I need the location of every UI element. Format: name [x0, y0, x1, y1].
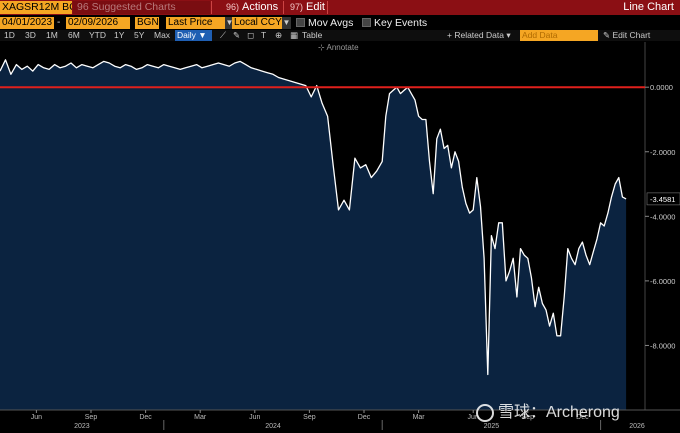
start-date-field[interactable]: 04/01/2023: [0, 17, 54, 29]
shape-icon[interactable]: ◻: [247, 30, 255, 40]
watermark-text: 雪球：Archerong: [498, 404, 620, 421]
y-tick-label: 0.0000: [650, 83, 673, 92]
x-tick-label: Sep: [303, 414, 316, 421]
edit-chart-button[interactable]: ✎ Edit Chart: [603, 30, 651, 40]
edit-shortcut: 97): [290, 2, 304, 12]
toolbar-divider: [211, 1, 212, 14]
actions-shortcut: 96): [226, 2, 240, 12]
y-tick-label: -2.0000: [650, 148, 675, 157]
toolbar-divider: [283, 1, 284, 14]
annotate-button[interactable]: ⊹ Annotate: [318, 43, 359, 52]
x-tick-label: Jun: [31, 414, 42, 421]
snowball-logo-icon: [476, 403, 494, 422]
price-chart[interactable]: 0.0000 -2.0000 -4.0000 -6.0000 -8.0000 -3.458…: [0, 42, 680, 433]
watermark: 雪球：Archerong: [476, 398, 620, 422]
period-1m[interactable]: 1M: [46, 30, 58, 40]
mov-avgs-checkbox[interactable]: [296, 18, 305, 27]
y-tick-label: -6.0000: [650, 277, 675, 286]
zoom-icon[interactable]: ⊕: [275, 30, 283, 40]
mov-avgs-label: Mov Avgs: [308, 17, 354, 29]
actions-menu[interactable]: 96) Actions: [226, 0, 278, 15]
period-ytd[interactable]: YTD: [89, 30, 106, 40]
period-1d[interactable]: 1D: [4, 30, 15, 40]
pencil-icon[interactable]: ✎: [233, 30, 241, 40]
series-area: [0, 59, 627, 411]
period-max[interactable]: Max: [154, 30, 171, 40]
related-data-menu[interactable]: + Related Data ▾: [447, 30, 511, 40]
period-6m[interactable]: 6M: [68, 30, 80, 40]
x-tick-label: Dec: [358, 414, 371, 421]
x-tick-label: Jun: [468, 414, 479, 421]
frequency-label: Daily: [177, 30, 196, 40]
key-events-label: Key Events: [374, 17, 428, 29]
field-select[interactable]: Last Price: [166, 17, 225, 29]
frequency-select[interactable]: Daily ▼: [175, 30, 212, 41]
chart-type-label[interactable]: Line Chart: [623, 1, 674, 13]
text-tool-icon[interactable]: T: [261, 30, 267, 40]
y-tick-label: -4.0000: [650, 212, 675, 221]
edit-label: Edit: [306, 1, 325, 13]
actions-label: Actions: [242, 1, 279, 13]
key-events-checkbox[interactable]: [362, 18, 371, 27]
edit-chart-label: Edit Chart: [612, 30, 651, 40]
edit-menu[interactable]: 97) Edit: [290, 0, 325, 15]
last-value-label: -3.4581: [650, 195, 675, 204]
period-1y[interactable]: 1Y: [114, 30, 125, 40]
y-tick-label: -8.0000: [650, 341, 675, 350]
x-year-label: 2023: [74, 423, 90, 430]
annotate-label: Annotate: [326, 43, 359, 52]
currency-select[interactable]: Local CCY: [232, 17, 282, 29]
x-tick-label: Sep: [522, 414, 535, 421]
x-year-label: 2024: [265, 423, 281, 430]
x-tick-label: Dec: [576, 414, 589, 421]
period-row: 1D 3D 1M 6M YTD 1Y 5Y Max Daily ▼ ⟋ ✎ ◻ …: [0, 30, 680, 41]
x-tick-label: Sep: [85, 414, 98, 421]
series-line: [0, 59, 627, 376]
period-5y[interactable]: 5Y: [134, 30, 145, 40]
x-tick-label: Dec: [139, 414, 152, 421]
table-icon[interactable]: ▦: [290, 30, 299, 40]
x-year-label: 2025: [484, 423, 500, 430]
add-data-input[interactable]: Add Data: [520, 30, 598, 41]
x-tick-label: Mar: [413, 414, 426, 421]
currency-dropdown-icon[interactable]: ▼: [282, 17, 291, 29]
related-data-label: Related Data: [454, 30, 504, 40]
line-tool-icon[interactable]: ⟋: [220, 30, 226, 40]
date-separator: -: [57, 17, 61, 28]
suggested-charts-button[interactable]: 96 Suggested Charts: [73, 1, 210, 14]
x-tick-label: Mar: [194, 414, 207, 421]
toolbar-divider: [327, 1, 328, 14]
x-year-label: 2026: [629, 423, 645, 430]
last-value-box: [646, 192, 680, 206]
x-tick-label: Jun: [249, 414, 260, 421]
period-3d[interactable]: 3D: [25, 30, 36, 40]
table-button[interactable]: Table: [302, 30, 323, 40]
end-date-field[interactable]: 02/09/2026: [66, 17, 130, 29]
field-dropdown-icon[interactable]: ▼: [225, 17, 234, 29]
